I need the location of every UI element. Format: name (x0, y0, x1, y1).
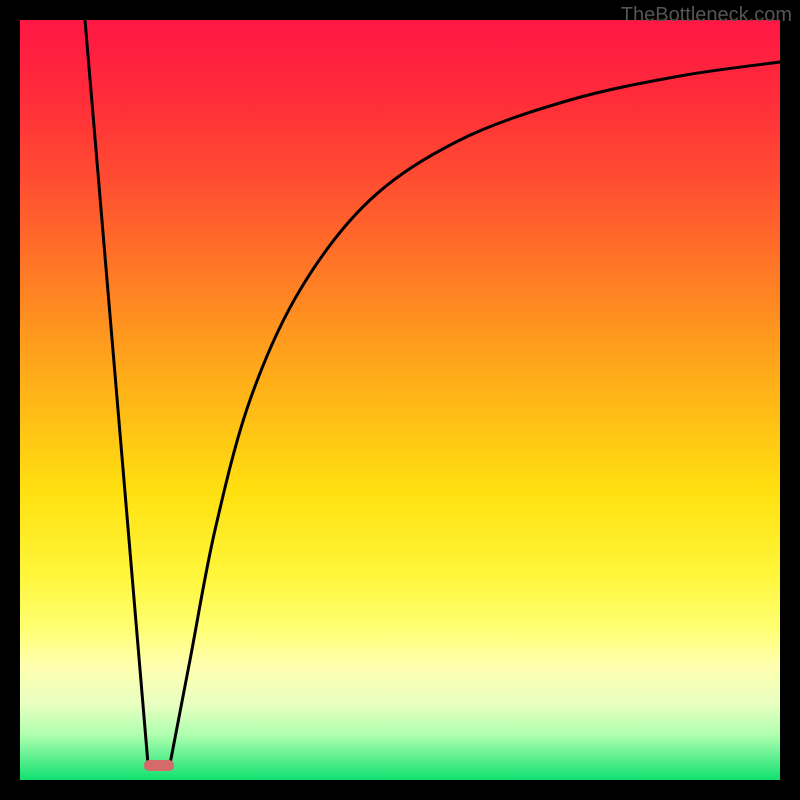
trough-marker (144, 760, 174, 771)
watermark-text: TheBottleneck.com (621, 4, 792, 27)
chart-container: TheBottleneck.com (0, 0, 800, 800)
plot-area (20, 20, 780, 780)
bottleneck-chart (0, 0, 800, 800)
